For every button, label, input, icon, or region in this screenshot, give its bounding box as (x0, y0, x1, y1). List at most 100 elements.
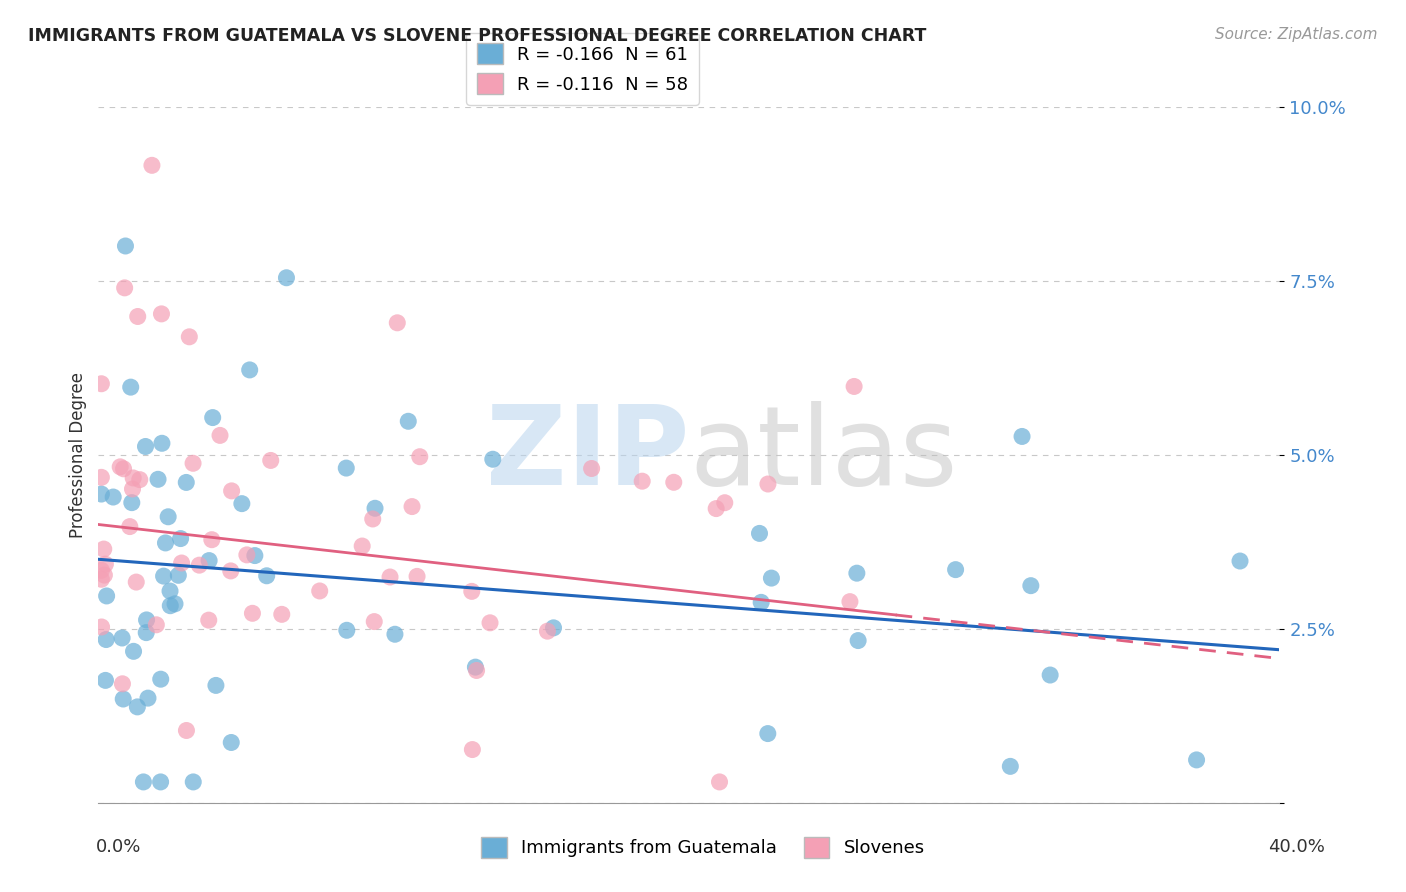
Point (276, 270, 298, 285)
Text: ZIP: ZIP (485, 401, 689, 508)
Point (242, 607, 264, 621)
Point (378, 570, 401, 584)
Point (662, 475, 685, 490)
Point (945, 563, 967, 577)
Point (114, 281, 136, 295)
Point (201, 410, 224, 425)
Point (125, 575, 148, 590)
Point (135, 625, 157, 640)
Point (464, 660, 486, 674)
Point (169, 532, 191, 546)
Point (90, 563, 112, 577)
Point (219, 564, 242, 578)
Point (159, 599, 181, 613)
Point (336, 624, 359, 638)
Point (112, 462, 135, 476)
Point (111, 677, 134, 691)
Point (221, 483, 243, 498)
Point (136, 691, 159, 706)
Point (713, 496, 735, 510)
Text: IMMIGRANTS FROM GUATEMALA VS SLOVENE PROFESSIONAL DEGREE CORRELATION CHART: IMMIGRANTS FROM GUATEMALA VS SLOVENE PRO… (28, 27, 927, 45)
Point (159, 584, 181, 599)
Point (401, 500, 423, 514)
Point (839, 594, 862, 608)
Point (118, 519, 141, 533)
Point (93, 542, 115, 557)
Point (94, 632, 117, 647)
Point (167, 568, 190, 582)
Point (128, 473, 150, 487)
Point (112, 692, 135, 706)
Point (756, 726, 779, 740)
Point (188, 558, 211, 573)
Point (90, 376, 112, 391)
Point (461, 742, 484, 756)
Point (90, 487, 112, 501)
Point (197, 613, 219, 627)
Point (361, 512, 384, 526)
Point (135, 613, 157, 627)
Point (364, 501, 387, 516)
Point (103, 490, 125, 504)
Point (94, 557, 117, 571)
Point (581, 461, 603, 475)
Point (205, 678, 228, 692)
Point (127, 310, 149, 324)
Point (704, 501, 727, 516)
Text: Source: ZipAtlas.com: Source: ZipAtlas.com (1215, 27, 1378, 42)
Point (308, 584, 330, 599)
Point (174, 475, 197, 490)
Point (756, 477, 779, 491)
Point (114, 239, 136, 253)
Point (631, 474, 654, 488)
Point (236, 548, 259, 562)
Point (201, 533, 224, 547)
Point (145, 617, 167, 632)
Point (396, 414, 419, 428)
Point (155, 536, 177, 550)
Legend: R = -0.166  N = 61, R = -0.116  N = 58: R = -0.166 N = 61, R = -0.116 N = 58 (467, 33, 699, 105)
Point (122, 471, 145, 485)
Point (748, 526, 770, 541)
Point (406, 569, 429, 583)
Point (1011, 429, 1033, 443)
Point (121, 482, 143, 496)
Point (150, 307, 173, 321)
Point (208, 428, 231, 442)
Point (384, 627, 406, 641)
Point (231, 497, 253, 511)
Point (176, 723, 198, 738)
Point (181, 456, 204, 470)
Point (243, 549, 266, 563)
Point (409, 450, 432, 464)
Legend: Immigrants from Guatemala, Slovenes: Immigrants from Guatemala, Slovenes (474, 830, 932, 865)
Point (111, 631, 134, 645)
Point (108, 459, 131, 474)
Point (149, 775, 172, 789)
Point (149, 672, 172, 686)
Point (170, 556, 193, 570)
Point (120, 380, 142, 394)
Point (181, 775, 204, 789)
Point (363, 615, 385, 629)
Point (90, 572, 112, 586)
Point (842, 379, 865, 393)
Point (270, 607, 292, 622)
Point (465, 664, 488, 678)
Point (127, 699, 149, 714)
Text: atlas: atlas (689, 401, 957, 508)
Point (90, 470, 112, 484)
Point (122, 644, 145, 658)
Point (335, 461, 357, 475)
Point (1039, 668, 1062, 682)
Point (198, 553, 221, 567)
Point (479, 615, 502, 630)
Point (709, 775, 731, 789)
Point (749, 595, 772, 609)
Point (163, 597, 186, 611)
Y-axis label: Professional Degree: Professional Degree (69, 372, 87, 538)
Point (1019, 579, 1042, 593)
Text: 0.0%: 0.0% (96, 838, 141, 855)
Point (846, 633, 869, 648)
Point (152, 569, 174, 583)
